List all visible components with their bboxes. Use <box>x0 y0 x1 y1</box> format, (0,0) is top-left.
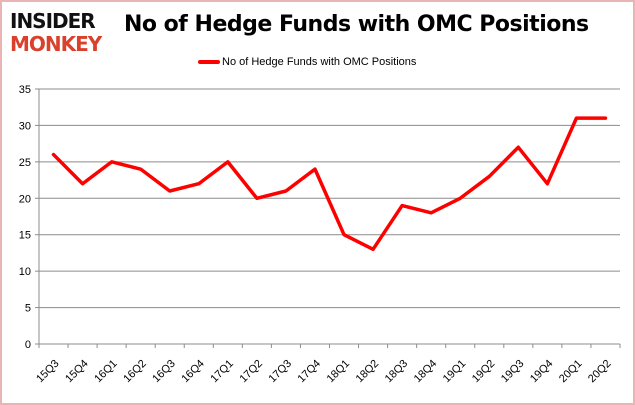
svg-text:MONKEY: MONKEY <box>10 32 103 54</box>
x-tick-label: 18Q4 <box>412 358 440 386</box>
legend-swatch <box>198 60 220 64</box>
x-tick-label: 16Q1 <box>92 358 120 386</box>
svg-text:INSIDER: INSIDER <box>10 9 95 33</box>
x-tick-label: 20Q2 <box>586 358 614 386</box>
x-tick-label: 16Q4 <box>179 358 207 386</box>
y-tick-label: 25 <box>19 157 31 169</box>
x-tick-label: 19Q2 <box>470 358 498 386</box>
legend: No of Hedge Funds with OMC Positions <box>198 56 416 68</box>
y-tick-label: 10 <box>19 266 31 278</box>
x-tick-label: 19Q4 <box>528 358 556 386</box>
x-tick-label: 19Q3 <box>499 358 527 386</box>
legend-label: No of Hedge Funds with OMC Positions <box>222 56 417 68</box>
x-tick-label: 16Q3 <box>150 358 178 386</box>
y-tick-label: 35 <box>19 84 31 96</box>
x-tick-label: 17Q1 <box>208 358 236 386</box>
x-tick-label: 18Q2 <box>354 358 382 386</box>
x-tick-label: 19Q1 <box>441 358 469 386</box>
series-line <box>51 116 608 252</box>
y-tick-label: 15 <box>19 230 31 242</box>
x-tick-label: 15Q4 <box>63 358 91 386</box>
insider-monkey-logo: INSIDER MONKEY <box>10 9 104 54</box>
chart-title: No of Hedge Funds with OMC Positions <box>124 12 589 37</box>
y-tick-label: 20 <box>19 193 31 205</box>
x-tick-label: 16Q2 <box>121 358 149 386</box>
x-tick-label: 17Q4 <box>296 358 324 386</box>
x-tick-label: 17Q3 <box>267 358 295 386</box>
x-tick-label: 15Q3 <box>34 358 62 386</box>
x-tick-label: 18Q1 <box>325 358 353 386</box>
x-tick-label: 18Q3 <box>383 358 411 386</box>
y-tick-label: 30 <box>19 120 31 132</box>
x-tick-label: 20Q1 <box>557 358 585 386</box>
y-tick-label: 0 <box>25 339 31 351</box>
y-tick-label: 5 <box>25 303 31 315</box>
x-tick-label: 17Q2 <box>237 358 265 386</box>
